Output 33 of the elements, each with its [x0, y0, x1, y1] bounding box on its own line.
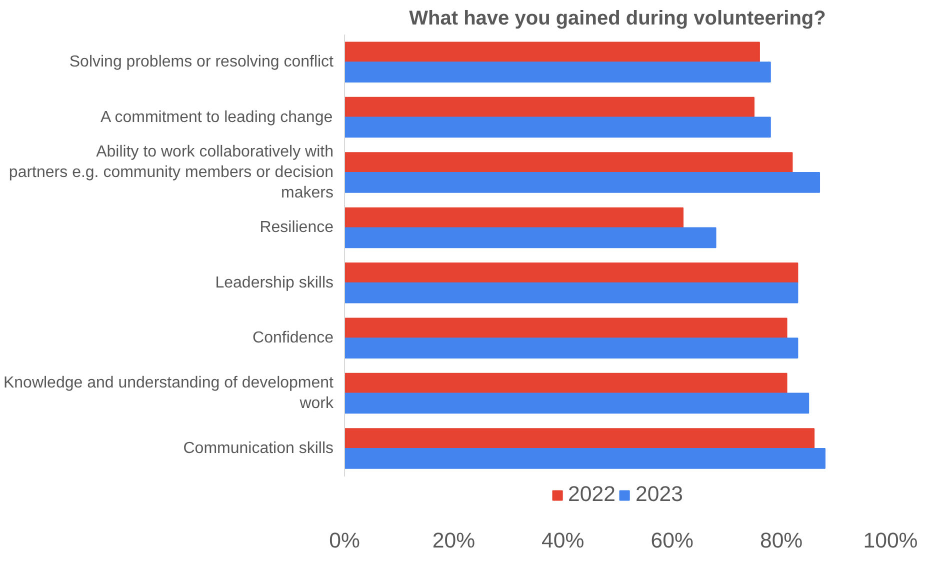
bar	[344, 152, 793, 173]
y-tick-label: Communication skills	[183, 440, 334, 457]
bar	[344, 338, 798, 358]
x-tick-label: 100%	[863, 528, 918, 552]
legend-label: 2023	[636, 482, 683, 507]
bar	[344, 262, 798, 284]
x-tick-label: 0%	[329, 528, 360, 552]
legend-label: 2022	[568, 482, 616, 507]
chart-title: What have you gained during volunteering?	[409, 8, 826, 30]
y-tick-label: Resilience	[260, 219, 334, 236]
bar	[344, 318, 788, 339]
y-tick-label: Solving problems or resolving conflict	[69, 54, 334, 71]
x-tick-label: 20%	[432, 528, 476, 552]
y-tick-label: Leadership skills	[215, 274, 334, 292]
bar	[344, 372, 788, 394]
x-tick-label: 40%	[542, 528, 584, 552]
y-tick-label: A commitment to leading change	[100, 108, 333, 126]
x-tick-label: 80%	[760, 528, 803, 552]
y-tick-label: Ability to work collaboratively with partners e.g. community members or decision makers	[8, 144, 334, 202]
bar	[344, 448, 826, 469]
bar	[344, 227, 716, 248]
y-tick-label: Confidence	[252, 330, 334, 347]
bar	[344, 42, 760, 63]
y-tick-label: Knowledge and understanding of development work	[3, 374, 334, 412]
bar	[344, 392, 810, 414]
bar	[344, 282, 798, 304]
bar	[344, 428, 815, 449]
bar	[344, 96, 754, 118]
bar	[344, 116, 771, 138]
bar	[344, 207, 684, 228]
bar	[344, 172, 820, 193]
x-tick-label: 60%	[650, 528, 694, 552]
bar	[344, 62, 771, 82]
